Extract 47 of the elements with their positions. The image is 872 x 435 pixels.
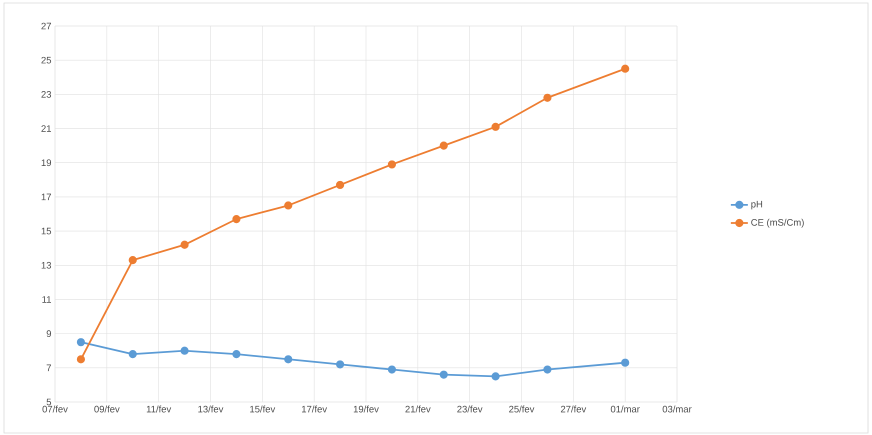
x-tick-label: 03/mar bbox=[662, 406, 692, 412]
point bbox=[336, 360, 344, 368]
y-tick-label: 15 bbox=[42, 228, 52, 234]
point bbox=[284, 355, 292, 364]
x-tick-label: 15/fev bbox=[250, 406, 276, 412]
x-tick-label: 09/fev bbox=[94, 406, 120, 412]
x-tick-label: 17/fev bbox=[302, 406, 328, 412]
point bbox=[232, 215, 241, 224]
x-tick-label: 21/fev bbox=[405, 406, 431, 412]
y-tick-label: 21 bbox=[41, 125, 52, 132]
point bbox=[128, 350, 137, 358]
point bbox=[440, 370, 448, 379]
point bbox=[232, 350, 241, 358]
x-tick-label: 11/fev bbox=[146, 406, 172, 412]
point bbox=[76, 355, 86, 364]
x-tick-label: 23/fev bbox=[457, 406, 483, 412]
y-tick-label: 11 bbox=[42, 296, 52, 303]
y-tick-label: 7 bbox=[46, 364, 52, 372]
y-tick-label: 19 bbox=[42, 159, 52, 166]
point bbox=[284, 201, 292, 210]
point bbox=[543, 365, 552, 374]
point bbox=[440, 142, 448, 150]
point bbox=[492, 372, 500, 380]
y-tick-label: 5 bbox=[46, 398, 52, 406]
y-tick-label: 13 bbox=[42, 262, 52, 269]
legend-label: pH bbox=[751, 200, 762, 210]
y-tick-label: 9 bbox=[46, 330, 52, 337]
point bbox=[76, 338, 86, 346]
x-tick-label: 19/fev bbox=[354, 406, 379, 412]
point bbox=[492, 122, 500, 131]
x-tick-label: 27/fev bbox=[560, 406, 586, 412]
x-tick-label: 25/fev bbox=[509, 406, 534, 412]
legend-label: CE (mS/Cm) bbox=[751, 218, 804, 228]
point bbox=[128, 256, 137, 264]
x-tick-label: 13/fev bbox=[198, 406, 224, 412]
y-tick-label: 17 bbox=[42, 194, 52, 200]
x-tick-label: 01/mar bbox=[610, 406, 640, 412]
y-tick-label: 27 bbox=[41, 22, 52, 30]
y-tick-label: 23 bbox=[41, 91, 52, 98]
y-tick-label: 25 bbox=[41, 56, 52, 64]
point bbox=[336, 180, 344, 190]
point bbox=[388, 365, 396, 374]
point bbox=[388, 160, 396, 169]
point bbox=[543, 94, 552, 102]
x-tick-label: 07/fev bbox=[42, 406, 68, 412]
point bbox=[180, 346, 189, 355]
point bbox=[180, 240, 189, 249]
